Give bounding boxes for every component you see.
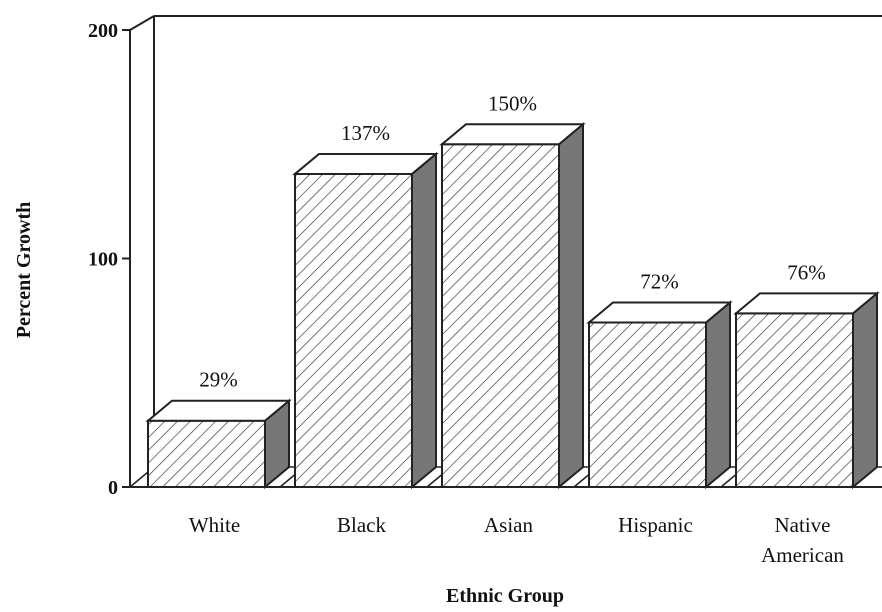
bar-front — [735, 312, 854, 488]
bar-front — [147, 419, 266, 488]
bar-value-label: 72% — [640, 269, 679, 293]
y-tick-label: 200 — [88, 20, 118, 42]
x-tick-label: Hispanic — [618, 513, 693, 537]
bar-top — [292, 152, 439, 175]
bar-front — [588, 321, 707, 489]
x-tick-label: White — [189, 513, 240, 537]
y-tick-label: 0 — [108, 477, 118, 499]
x-axis-title: Ethnic Group — [446, 585, 564, 607]
bar-side — [852, 291, 878, 490]
bar-top — [145, 399, 292, 422]
chart-labels: 0 100 200 29% White 137% Black 150% Asian 72% Hisp… — [88, 20, 844, 567]
bar-front — [441, 143, 560, 488]
x-tick-label-line: Asian — [484, 513, 533, 537]
x-tick-label-line: Native — [775, 513, 831, 537]
bar-value-label: 76% — [787, 260, 826, 284]
x-tick-label-line: White — [189, 513, 240, 537]
x-tick-label-line: Black — [337, 513, 386, 537]
bar-top — [439, 123, 586, 146]
x-tick-label: Asian — [484, 513, 533, 537]
bar-side — [411, 151, 437, 490]
y-axis-title: Percent Growth — [13, 202, 35, 338]
bar-value-label: 150% — [488, 91, 537, 115]
bar-value-label: 137% — [341, 121, 390, 145]
x-tick-label: Native American — [761, 513, 844, 567]
bar-top — [586, 301, 733, 324]
chart-bars — [145, 122, 880, 490]
x-tick-label-line: Hispanic — [618, 513, 693, 537]
x-tick-label: Black — [337, 513, 386, 537]
x-tick-label-line: American — [761, 543, 844, 567]
left-wall-top-edge — [129, 15, 155, 31]
bar-side — [705, 300, 731, 490]
bar-side — [558, 122, 584, 490]
bar-value-label: 29% — [199, 368, 238, 392]
y-tick-label: 100 — [88, 249, 118, 271]
bar-top — [733, 292, 880, 315]
bar-front — [294, 172, 413, 489]
